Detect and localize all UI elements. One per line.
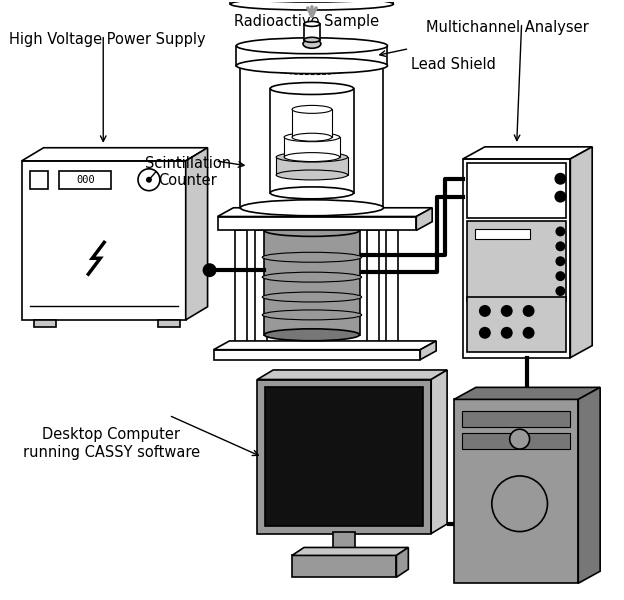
Polygon shape xyxy=(416,208,432,230)
Bar xyxy=(463,159,570,358)
Circle shape xyxy=(501,305,513,317)
Circle shape xyxy=(555,226,565,236)
Ellipse shape xyxy=(240,200,384,216)
Bar xyxy=(264,230,359,335)
Bar xyxy=(213,350,420,359)
Bar xyxy=(270,89,354,193)
Circle shape xyxy=(138,169,160,191)
Circle shape xyxy=(146,177,152,183)
Bar xyxy=(284,137,339,157)
Ellipse shape xyxy=(262,310,362,320)
Text: High Voltage Power Supply: High Voltage Power Supply xyxy=(9,32,205,47)
Circle shape xyxy=(501,327,513,339)
Circle shape xyxy=(555,191,567,203)
Polygon shape xyxy=(431,370,447,533)
Bar xyxy=(366,230,379,350)
Polygon shape xyxy=(570,147,592,358)
Bar xyxy=(386,230,398,350)
Circle shape xyxy=(203,263,217,277)
Bar xyxy=(467,221,567,301)
Bar xyxy=(265,388,423,526)
Ellipse shape xyxy=(292,106,332,113)
Bar xyxy=(292,556,396,577)
Ellipse shape xyxy=(292,133,332,141)
Text: Radioactive Sample: Radioactive Sample xyxy=(235,14,379,29)
Bar xyxy=(462,412,570,427)
Polygon shape xyxy=(396,547,408,577)
Bar xyxy=(276,157,348,175)
Ellipse shape xyxy=(230,0,393,2)
Bar xyxy=(462,433,570,449)
Circle shape xyxy=(492,476,547,532)
Polygon shape xyxy=(292,547,408,556)
Ellipse shape xyxy=(303,40,321,48)
Ellipse shape xyxy=(284,152,339,161)
Text: 000: 000 xyxy=(76,175,95,185)
Bar xyxy=(218,217,416,230)
Ellipse shape xyxy=(230,0,393,10)
Bar xyxy=(454,400,578,583)
Text: Lead Shield: Lead Shield xyxy=(411,56,496,71)
Ellipse shape xyxy=(264,224,359,236)
Ellipse shape xyxy=(276,152,348,162)
Ellipse shape xyxy=(262,292,362,302)
Bar xyxy=(292,109,332,137)
Ellipse shape xyxy=(240,56,384,71)
Bar xyxy=(235,230,247,350)
Text: Multichannel Analyser: Multichannel Analyser xyxy=(426,20,589,35)
Polygon shape xyxy=(218,208,432,217)
Ellipse shape xyxy=(276,170,348,180)
Ellipse shape xyxy=(304,22,320,26)
Polygon shape xyxy=(257,370,447,380)
Circle shape xyxy=(555,286,565,296)
Polygon shape xyxy=(420,341,436,359)
Text: Scintillation
Counter: Scintillation Counter xyxy=(145,156,231,188)
Polygon shape xyxy=(454,388,600,400)
Text: Desktop Computer
running CASSY software: Desktop Computer running CASSY software xyxy=(22,427,200,460)
Bar xyxy=(467,163,567,218)
Bar xyxy=(158,320,180,327)
Bar xyxy=(333,532,354,559)
Circle shape xyxy=(523,327,535,339)
Bar xyxy=(34,320,56,327)
Circle shape xyxy=(555,271,565,281)
Circle shape xyxy=(555,256,565,266)
Ellipse shape xyxy=(270,187,354,199)
Polygon shape xyxy=(22,148,208,161)
Bar xyxy=(467,297,567,352)
Ellipse shape xyxy=(304,37,320,42)
Ellipse shape xyxy=(236,38,388,54)
Circle shape xyxy=(479,305,491,317)
Bar xyxy=(236,46,388,65)
Polygon shape xyxy=(463,147,592,159)
Ellipse shape xyxy=(236,58,388,74)
Circle shape xyxy=(555,173,567,185)
Bar xyxy=(240,64,384,208)
Bar xyxy=(475,229,530,239)
Polygon shape xyxy=(213,341,436,350)
Circle shape xyxy=(523,305,535,317)
Ellipse shape xyxy=(262,272,362,282)
Bar xyxy=(230,0,393,4)
Circle shape xyxy=(555,241,565,251)
Bar xyxy=(304,24,320,40)
Ellipse shape xyxy=(262,252,362,262)
Bar xyxy=(30,171,47,188)
Circle shape xyxy=(479,327,491,339)
Bar xyxy=(255,230,267,350)
Polygon shape xyxy=(578,388,600,583)
Ellipse shape xyxy=(264,329,359,341)
Polygon shape xyxy=(186,148,208,320)
Bar xyxy=(59,171,111,188)
Ellipse shape xyxy=(270,83,354,94)
Bar xyxy=(257,380,431,533)
Circle shape xyxy=(510,429,530,449)
Ellipse shape xyxy=(284,133,339,142)
Bar xyxy=(22,161,186,320)
